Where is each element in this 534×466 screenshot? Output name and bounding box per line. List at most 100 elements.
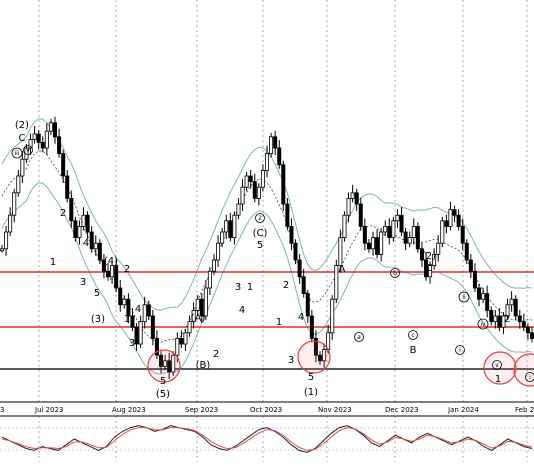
candle-body xyxy=(147,305,150,316)
candle-body xyxy=(530,333,533,339)
candle-body xyxy=(477,288,480,299)
date-label: Feb 2 xyxy=(515,406,534,414)
candle-body xyxy=(388,226,391,237)
wave-label: (3) xyxy=(91,314,105,325)
date-label-partial: 3 xyxy=(0,406,4,414)
candle-body xyxy=(269,137,272,154)
wave-label: 1 xyxy=(247,282,253,293)
candle-body xyxy=(70,198,73,220)
candle-body xyxy=(408,238,411,244)
candle-body xyxy=(298,260,301,277)
candle-body xyxy=(473,271,476,288)
highlight-circle xyxy=(298,341,330,373)
wave-label: (C) xyxy=(253,228,268,239)
wave-label: 4 xyxy=(135,304,141,315)
candle-body xyxy=(469,260,472,271)
wave-label: (5) xyxy=(156,389,170,400)
candle-body xyxy=(498,316,501,327)
date-label: Jul 2023 xyxy=(34,406,64,414)
candle-body xyxy=(437,243,440,254)
wave-label: B xyxy=(410,345,417,356)
date-label: Aug 2023 xyxy=(112,406,146,414)
candle-body xyxy=(310,316,313,338)
candle-body xyxy=(518,316,521,322)
candle-body xyxy=(514,299,517,316)
candle-body xyxy=(351,193,354,199)
candle-body xyxy=(115,266,118,288)
candle-body xyxy=(13,193,16,215)
wave-label: 4 xyxy=(298,312,304,323)
wave-label: 5 xyxy=(160,376,166,387)
candle-body xyxy=(37,134,40,142)
candle-body xyxy=(347,198,350,215)
candle-body xyxy=(216,243,219,260)
wave-label: v xyxy=(495,362,499,369)
candle-body xyxy=(135,327,138,344)
wave-label: 2 xyxy=(60,208,66,219)
candle-body xyxy=(196,299,199,310)
candle-body xyxy=(110,266,113,277)
date-label: Dec 2023 xyxy=(385,406,419,414)
candle-body xyxy=(106,271,109,277)
candle-body xyxy=(82,215,85,226)
wave-label: 1 xyxy=(124,314,130,325)
candle-body xyxy=(453,210,456,216)
candle-body xyxy=(0,249,3,251)
candle-body xyxy=(261,170,264,187)
wave-label: v xyxy=(26,147,30,154)
date-label: Sep 2023 xyxy=(185,406,218,414)
date-label: Jan 2024 xyxy=(447,406,479,414)
candle-body xyxy=(335,266,338,300)
wave-label: (A) xyxy=(191,313,206,324)
candle-body xyxy=(396,215,399,221)
wave-label: A xyxy=(339,264,346,275)
wave-label: ii xyxy=(462,294,466,301)
wave-label: 2 xyxy=(258,215,262,222)
candle-body xyxy=(66,176,69,198)
wave-label: 3 xyxy=(129,338,135,349)
candle-body xyxy=(86,215,89,232)
candle-body xyxy=(49,123,52,131)
candle-body xyxy=(94,243,97,249)
candle-body xyxy=(143,305,146,322)
wave-label: 1 xyxy=(50,257,56,268)
candle-body xyxy=(416,226,419,248)
candle-body xyxy=(245,176,248,187)
wave-label: c xyxy=(411,332,414,339)
wave-label: b xyxy=(393,270,397,277)
candle-body xyxy=(4,232,7,249)
candle-body xyxy=(339,238,342,266)
wave-label: a xyxy=(357,334,361,341)
wave-label: 5 xyxy=(94,288,100,299)
candle-body xyxy=(90,232,93,249)
wave-label: 2 xyxy=(504,314,510,325)
candle-body xyxy=(331,299,334,333)
candle-body xyxy=(265,154,268,171)
candle-body xyxy=(123,299,126,305)
candle-body xyxy=(384,226,387,232)
candle-body xyxy=(229,221,232,238)
candle-body xyxy=(278,148,281,165)
wave-label: 3 xyxy=(80,277,86,288)
candle-body xyxy=(257,187,260,198)
candle-body xyxy=(180,338,183,344)
candle-body xyxy=(33,134,36,140)
candle-body xyxy=(62,154,65,176)
candle-body xyxy=(249,176,252,182)
wave-label: (B) xyxy=(196,360,211,371)
candle-body xyxy=(445,221,448,227)
candle-body xyxy=(392,221,395,238)
candle-body xyxy=(225,221,228,232)
candle-body xyxy=(286,204,289,226)
candle-body xyxy=(486,294,489,311)
candle-body xyxy=(481,294,484,300)
candle-body xyxy=(253,182,256,199)
candle-body xyxy=(208,271,211,288)
candle-body xyxy=(441,221,444,243)
wave-label: 5 xyxy=(257,240,263,251)
candle-body xyxy=(212,260,215,271)
candle-body xyxy=(290,226,293,243)
wave-label: 3 xyxy=(288,355,294,366)
